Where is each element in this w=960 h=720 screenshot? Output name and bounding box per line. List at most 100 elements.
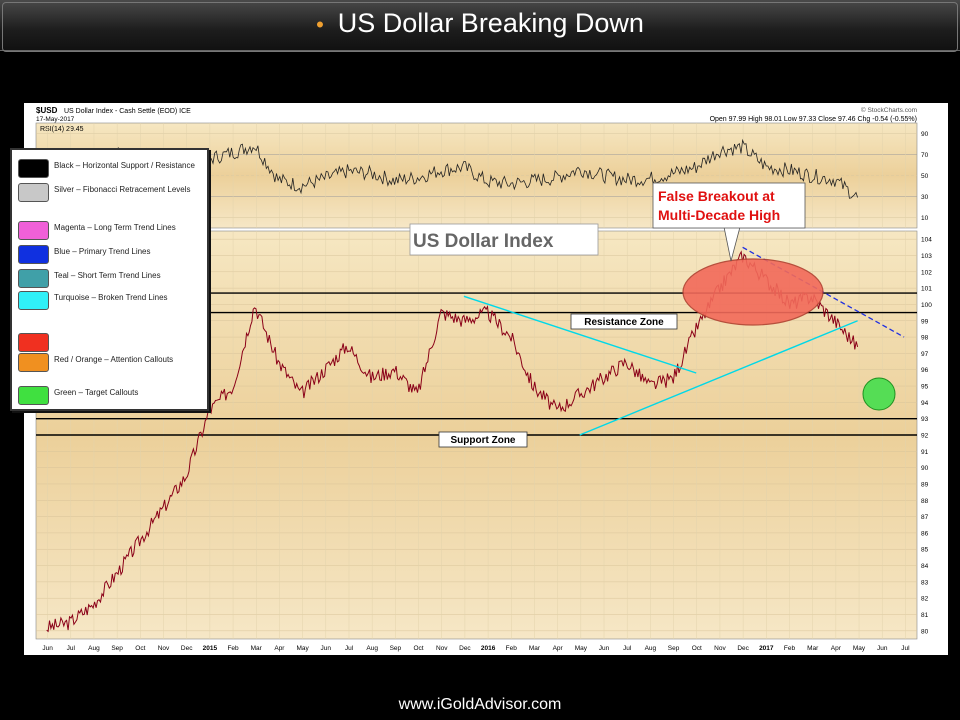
chart-source: © StockCharts.com bbox=[861, 106, 917, 114]
legend-label: Magenta – Long Term Trend Lines bbox=[54, 223, 176, 232]
price-tick-label: 93 bbox=[921, 416, 929, 423]
legend-swatch bbox=[18, 333, 49, 352]
x-tick-label: 2017 bbox=[759, 645, 774, 652]
x-tick-label: Jul bbox=[67, 645, 76, 652]
price-tick-label: 84 bbox=[921, 563, 929, 570]
price-tick-label: 102 bbox=[921, 269, 932, 276]
price-tick-label: 87 bbox=[921, 514, 929, 521]
legend-label: Black – Horizontal Support / Resistance bbox=[54, 161, 195, 170]
x-tick-label: Dec bbox=[181, 645, 193, 652]
legend-item: Silver – Fibonacci Retracement Levels bbox=[12, 181, 207, 202]
legend-label: Silver – Fibonacci Retracement Levels bbox=[54, 185, 191, 194]
chart-title-label: US Dollar Index bbox=[413, 231, 554, 252]
legend-swatch bbox=[18, 159, 49, 178]
bullet-icon: • bbox=[316, 12, 324, 37]
legend-swatch bbox=[18, 183, 49, 202]
chart-date: 17-May-2017 bbox=[36, 116, 75, 123]
price-tick-label: 101 bbox=[921, 286, 932, 293]
legend-swatch bbox=[18, 269, 49, 288]
x-tick-label: 2016 bbox=[481, 645, 496, 652]
x-tick-label: Jun bbox=[42, 645, 53, 652]
x-tick-label: Jun bbox=[877, 645, 888, 652]
chart-quote: Open 97.99 High 98.01 Low 97.33 Close 97… bbox=[710, 116, 917, 123]
x-tick-label: Sep bbox=[111, 645, 123, 652]
callout-line-2: Multi-Decade High bbox=[658, 207, 780, 223]
price-tick-label: 92 bbox=[921, 433, 929, 440]
price-tick-label: 100 bbox=[921, 302, 932, 309]
legend-swatch bbox=[18, 245, 49, 264]
x-tick-label: Nov bbox=[436, 645, 448, 652]
legend-label: Turquoise – Broken Trend Lines bbox=[54, 293, 168, 302]
legend-item bbox=[12, 331, 207, 352]
legend-item: Turquoise – Broken Trend Lines bbox=[12, 289, 207, 310]
rsi-tick-label: 50 bbox=[921, 173, 929, 180]
price-tick-label: 85 bbox=[921, 547, 929, 554]
legend-swatch bbox=[18, 291, 49, 310]
x-tick-label: Dec bbox=[737, 645, 749, 652]
rsi-tick-label: 30 bbox=[921, 194, 929, 201]
x-tick-label: Oct bbox=[135, 645, 145, 652]
x-tick-label: Feb bbox=[506, 645, 518, 652]
x-tick-label: Aug bbox=[645, 645, 657, 652]
legend-item: Black – Horizontal Support / Resistance bbox=[12, 157, 207, 178]
price-tick-label: 91 bbox=[921, 449, 929, 456]
legend-item: Green – Target Callouts bbox=[12, 384, 207, 405]
legend-swatch bbox=[18, 353, 49, 372]
x-tick-label: Feb bbox=[784, 645, 796, 652]
false-breakout-ellipse bbox=[682, 258, 824, 326]
price-tick-label: 88 bbox=[921, 498, 929, 505]
price-tick-label: 94 bbox=[921, 400, 929, 407]
legend-item: Teal – Short Term Trend Lines bbox=[12, 267, 207, 288]
price-tick-label: 103 bbox=[921, 253, 932, 260]
x-tick-label: Oct bbox=[692, 645, 702, 652]
callout-box bbox=[652, 182, 806, 229]
price-tick-label: 97 bbox=[921, 351, 929, 358]
price-tick-label: 90 bbox=[921, 465, 929, 472]
trend-line bbox=[579, 320, 858, 436]
x-tick-label: Nov bbox=[158, 645, 170, 652]
price-tick-label: 98 bbox=[921, 335, 929, 342]
rsi-tick-label: 10 bbox=[921, 215, 929, 222]
support-zone-box bbox=[438, 431, 528, 448]
x-tick-label: Jul bbox=[901, 645, 910, 652]
slide-title-bar: • US Dollar Breaking Down bbox=[0, 0, 960, 52]
x-tick-label: 2015 bbox=[203, 645, 218, 652]
legend-label: Green – Target Callouts bbox=[54, 388, 139, 397]
x-tick-label: Mar bbox=[529, 645, 541, 652]
price-tick-label: 96 bbox=[921, 367, 929, 374]
legend-item: Magenta – Long Term Trend Lines bbox=[12, 219, 207, 240]
legend-label: Red / Orange – Attention Callouts bbox=[54, 355, 174, 364]
support-zone-label: Support Zone bbox=[451, 435, 516, 446]
price-tick-label: 99 bbox=[921, 318, 929, 325]
slide-title: • US Dollar Breaking Down bbox=[0, 8, 960, 39]
x-tick-label: Jun bbox=[599, 645, 610, 652]
x-tick-label: Dec bbox=[459, 645, 471, 652]
target-circle bbox=[862, 377, 896, 411]
x-tick-label: Sep bbox=[668, 645, 680, 652]
x-tick-label: Aug bbox=[88, 645, 100, 652]
slide-title-text: US Dollar Breaking Down bbox=[337, 8, 644, 38]
title-frame bbox=[2, 2, 958, 52]
price-tick-label: 104 bbox=[921, 237, 932, 244]
price-tick-label: 86 bbox=[921, 530, 929, 537]
chart-header: US Dollar Index - Cash Settle (EOD) ICE bbox=[64, 108, 191, 115]
rsi-label: RSI(14) 29.45 bbox=[40, 126, 84, 133]
legend-item: Red / Orange – Attention Callouts bbox=[12, 351, 207, 372]
slide-footer: www.iGoldAdvisor.com bbox=[398, 696, 562, 713]
legend-swatch bbox=[18, 386, 49, 405]
x-tick-label: Jul bbox=[623, 645, 632, 652]
x-tick-label: Apr bbox=[274, 645, 285, 652]
x-tick-label: Mar bbox=[807, 645, 819, 652]
x-tick-label: Aug bbox=[366, 645, 378, 652]
price-tick-label: 81 bbox=[921, 612, 929, 619]
legend-label: Teal – Short Term Trend Lines bbox=[54, 271, 161, 280]
rsi-tick-label: 70 bbox=[921, 152, 929, 159]
chart-legend: Black – Horizontal Support / Resistance S… bbox=[10, 148, 209, 411]
chart-symbol: $USD bbox=[36, 106, 58, 115]
resistance-zone-box bbox=[570, 313, 678, 330]
price-tick-label: 80 bbox=[921, 628, 929, 635]
price-tick-label: 83 bbox=[921, 579, 929, 586]
price-tick-label: 82 bbox=[921, 596, 929, 603]
x-tick-label: May bbox=[853, 645, 866, 652]
x-tick-label: May bbox=[296, 645, 309, 652]
